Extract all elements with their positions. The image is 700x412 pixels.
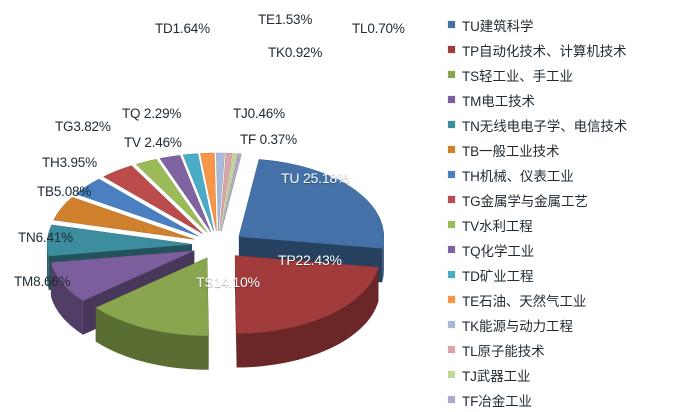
pie-slice-side xyxy=(236,267,379,368)
pie-slice[interactable] xyxy=(75,178,199,237)
legend-item-label: TD矿业工程 xyxy=(462,268,534,284)
legend-item[interactable]: TM电工技术 xyxy=(447,87,700,112)
pie-slice[interactable] xyxy=(200,152,217,232)
legend-item-label: TV水利工程 xyxy=(462,218,533,234)
legend-item-label: TU建筑科学 xyxy=(462,18,534,34)
legend-item-label: TL原子能技术 xyxy=(462,343,545,359)
legend-item-label: TQ化学工业 xyxy=(462,243,535,259)
legend-item[interactable]: TQ化学工业 xyxy=(447,237,700,262)
pie-slice[interactable] xyxy=(220,153,238,232)
legend-item-label: TH机械、仪表工业 xyxy=(462,168,574,184)
legend-item[interactable]: TP自动化技术、计算机技术 xyxy=(447,37,700,62)
legend-item-label: TB一般工业技术 xyxy=(462,143,560,159)
pie-slice[interactable] xyxy=(234,255,379,334)
legend-item-label: TM电工技术 xyxy=(462,93,535,109)
legend-item-label: TE石油、天然气工业 xyxy=(462,293,587,309)
pie-label-te: TE1.53% xyxy=(258,12,313,27)
pie-plot-area: TU 25.18% TP22.43% TS14.10% TM8.66% TN6.41% T… xyxy=(14,12,405,370)
pie-slice-side xyxy=(47,244,49,291)
pie-svg xyxy=(46,152,385,370)
pie-3d-tops xyxy=(46,152,385,336)
legend-item[interactable]: TN无线电电子学、电信技术 xyxy=(447,112,700,137)
legend-item[interactable]: TJ武器工业 xyxy=(447,362,700,387)
legend-color-swatch xyxy=(447,95,456,104)
pie-label-ts: TS14.10% xyxy=(196,274,260,290)
pie-label-tu: TU 25.18% xyxy=(281,170,350,186)
pie-label-tf: TF 0.37% xyxy=(240,132,297,147)
pie-slice[interactable] xyxy=(182,153,215,232)
legend-item-label: TF冶金工业 xyxy=(462,393,532,409)
pie-label-tq: TQ 2.29% xyxy=(122,106,182,121)
pie-slice-side xyxy=(95,307,209,370)
pie-label-tn: TN6.41% xyxy=(18,230,73,245)
pie-slice-side xyxy=(382,236,384,283)
legend-item[interactable]: TD矿业工程 xyxy=(447,262,700,287)
legend-item-label: TG金属学与金属工艺 xyxy=(462,193,588,209)
legend-color-swatch xyxy=(447,245,456,254)
pie-label-tv: TV 2.46% xyxy=(124,135,182,150)
pie-slice[interactable] xyxy=(50,250,195,302)
pie-slice[interactable] xyxy=(238,159,385,249)
pie-slice[interactable] xyxy=(216,152,225,232)
legend-color-swatch xyxy=(447,270,456,279)
pie-slice-side xyxy=(50,262,83,335)
legend-item-label: TN无线电电子学、电信技术 xyxy=(462,118,628,134)
legend-color-swatch xyxy=(447,395,456,404)
pie-slice[interactable] xyxy=(135,158,208,233)
legend-item-label: TP自动化技术、计算机技术 xyxy=(462,43,627,59)
chart-legend: TU建筑科学 TP自动化技术、计算机技术 TS轻工业、手工业 TM电工技术 TN无线电电… xyxy=(447,12,700,412)
pie-label-tk: TK0.92% xyxy=(268,45,323,60)
legend-item[interactable]: TU建筑科学 xyxy=(447,12,700,37)
legend-item[interactable]: TF冶金工业 xyxy=(447,387,700,412)
legend-color-swatch xyxy=(447,145,456,154)
legend-color-swatch xyxy=(447,220,456,229)
pie-slice[interactable] xyxy=(221,153,242,232)
pie-label-tp: TP22.43% xyxy=(278,252,342,268)
pie-slice[interactable] xyxy=(103,165,203,234)
legend-color-swatch xyxy=(447,120,456,129)
legend-item[interactable]: TE石油、天然气工业 xyxy=(447,287,700,312)
legend-color-swatch xyxy=(447,345,456,354)
pie-label-tj: TJ0.46% xyxy=(233,106,285,121)
legend-item[interactable]: TH机械、仪表工业 xyxy=(447,162,700,187)
legend-item[interactable]: TB一般工业技术 xyxy=(447,137,700,162)
legend-item[interactable]: TS轻工业、手工业 xyxy=(447,62,700,87)
pie-label-th: TH3.95% xyxy=(42,155,97,170)
legend-color-swatch xyxy=(447,370,456,379)
legend-color-swatch xyxy=(447,45,456,54)
legend-item-label: TS轻工业、手工业 xyxy=(462,68,573,84)
pie-label-tm: TM8.66% xyxy=(14,274,71,289)
legend-item-label: TJ武器工业 xyxy=(462,368,531,384)
legend-item[interactable]: TG金属学与金属工艺 xyxy=(447,187,700,212)
pie-label-tl: TL0.70% xyxy=(352,21,405,36)
legend-item[interactable]: TK能源与动力工程 xyxy=(447,312,700,337)
legend-color-swatch xyxy=(447,20,456,29)
pie-slice[interactable] xyxy=(95,257,209,336)
pie-slice[interactable] xyxy=(159,155,211,232)
legend-color-swatch xyxy=(447,320,456,329)
legend-item[interactable]: TL原子能技术 xyxy=(447,337,700,362)
pie-slice[interactable] xyxy=(219,152,233,232)
pie-label-tg: TG3.82% xyxy=(55,119,111,134)
legend-item[interactable]: TV水利工程 xyxy=(447,212,700,237)
pie-label-tb: TB5.08% xyxy=(37,184,92,199)
legend-color-swatch xyxy=(447,70,456,79)
pie-slice[interactable] xyxy=(53,196,195,240)
legend-color-swatch xyxy=(447,170,456,179)
pie-label-td: TD1.64% xyxy=(155,21,210,36)
legend-color-swatch xyxy=(447,295,456,304)
legend-item-label: TK能源与动力工程 xyxy=(462,318,573,334)
pie-slice[interactable] xyxy=(46,224,193,257)
legend-color-swatch xyxy=(447,195,456,204)
